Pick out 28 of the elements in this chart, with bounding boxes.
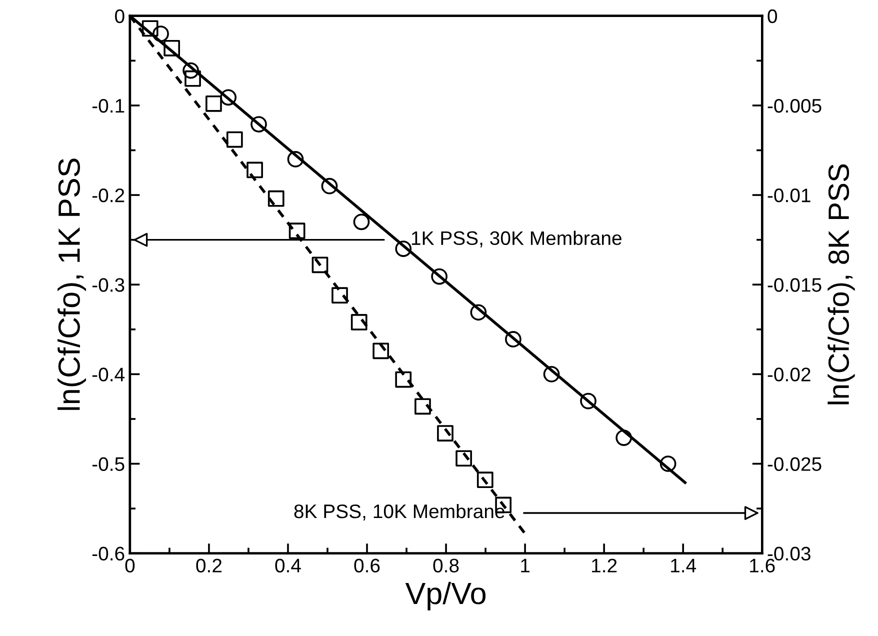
x-tick-label: 0.4 bbox=[275, 558, 301, 572]
y-tick-label: -0.1 bbox=[92, 98, 124, 113]
x-tick-label: 1.4 bbox=[671, 558, 696, 572]
y2-tick-label: -0.025 bbox=[768, 457, 822, 471]
y2-tick-label: -0.03 bbox=[768, 546, 810, 561]
y2-tick-label: -0.01 bbox=[768, 188, 810, 202]
y2-tick-label: 0 bbox=[768, 9, 778, 24]
x-tick-label: 0.8 bbox=[433, 558, 459, 572]
x-axis-title: Vp/Vo bbox=[405, 582, 486, 610]
y-tick-label: -0.3 bbox=[92, 278, 124, 292]
x-tick-label: 0 bbox=[125, 558, 135, 572]
y-tick-label: -0.4 bbox=[92, 368, 125, 382]
x-tick-label: 0.6 bbox=[354, 558, 380, 572]
x-tick-label: 1 bbox=[521, 558, 530, 572]
y2-tick-label: -0.02 bbox=[768, 368, 810, 382]
y-tick-label: -0.5 bbox=[92, 457, 124, 471]
y2-tick-label: -0.005 bbox=[768, 98, 822, 113]
y-tick-label: -0.6 bbox=[92, 546, 124, 561]
y2-axis-title: ln(Cf/Cfo), 8K PSS bbox=[828, 164, 855, 404]
y-tick-label: 0 bbox=[115, 9, 124, 24]
x-tick-label: 1.6 bbox=[750, 558, 775, 572]
y-axis-title: ln(Cf/Cfo), 1K PSS bbox=[58, 158, 86, 410]
x-tick-label: 0.2 bbox=[196, 558, 222, 572]
y2-tick-label: -0.015 bbox=[768, 278, 822, 292]
annotation: 8K PSS, 10K Membrane bbox=[294, 504, 504, 521]
x-tick-label: 1.2 bbox=[592, 558, 617, 572]
y-tick-label: -0.2 bbox=[92, 188, 124, 202]
annotation: 1K PSS, 30K Membrane bbox=[412, 230, 622, 248]
